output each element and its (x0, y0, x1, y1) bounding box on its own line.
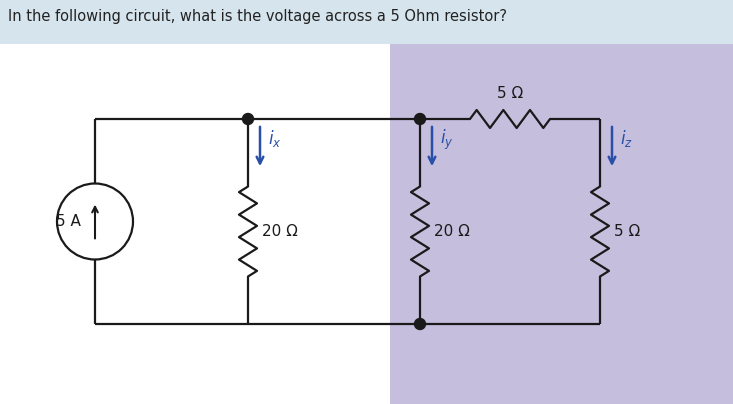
Text: 20 Ω: 20 Ω (262, 224, 298, 239)
Text: In the following circuit, what is the voltage across a 5 Ohm resistor?: In the following circuit, what is the vo… (8, 8, 507, 23)
Bar (0, 0, 733, 44)
Text: 20 Ω: 20 Ω (434, 224, 470, 239)
Text: $i_x$: $i_x$ (268, 128, 281, 149)
Bar (0, 44, 390, 404)
Text: $i_y$: $i_y$ (440, 128, 454, 152)
Circle shape (414, 318, 425, 330)
Text: 5 Ω: 5 Ω (614, 224, 640, 239)
Circle shape (243, 114, 254, 124)
Text: 5 Ω: 5 Ω (497, 86, 523, 101)
Circle shape (414, 114, 425, 124)
Text: 5 A: 5 A (56, 214, 81, 229)
Text: $i_z$: $i_z$ (620, 128, 633, 149)
Bar (390, 44, 733, 404)
